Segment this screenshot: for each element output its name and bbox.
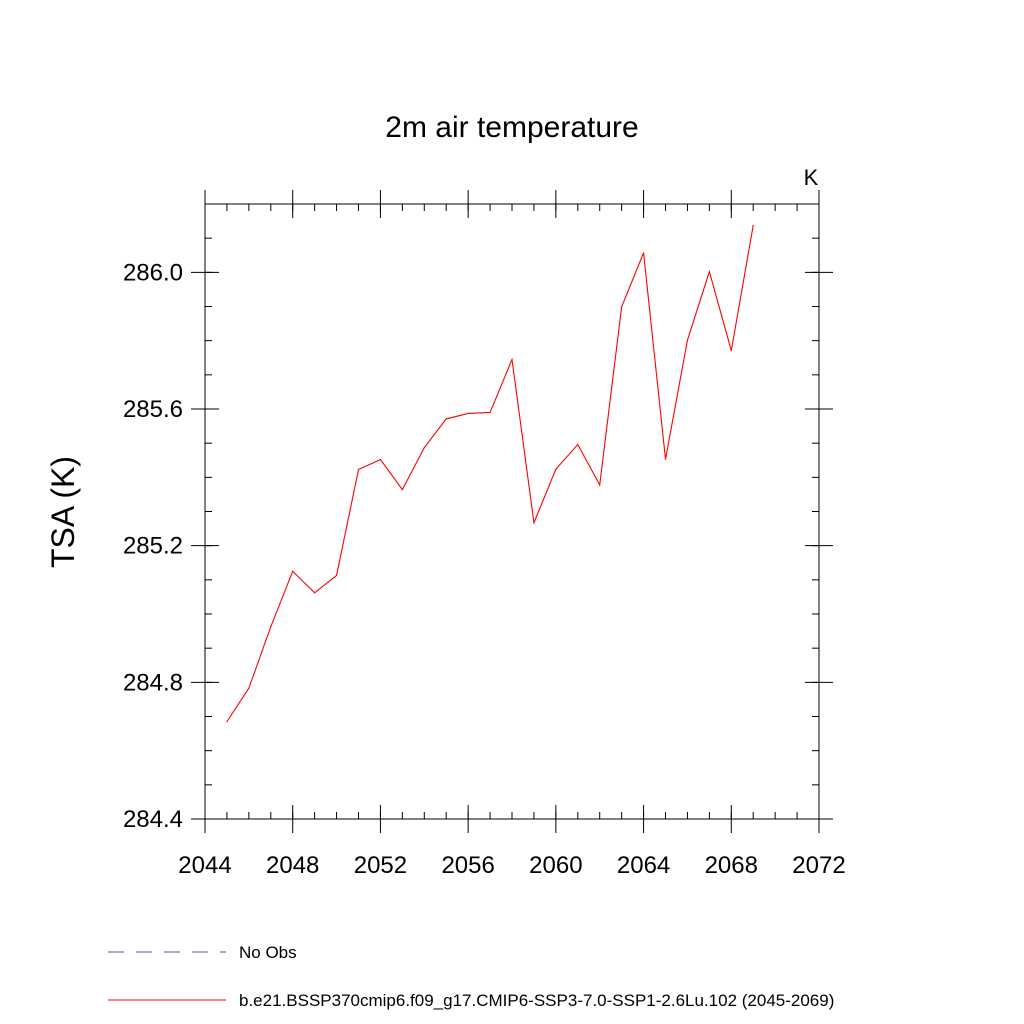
x-tick-label: 2056 — [441, 852, 494, 879]
series-point — [533, 522, 535, 524]
x-tick-label: 2060 — [529, 852, 582, 879]
x-tick-label: 2052 — [354, 852, 407, 879]
legend-label: b.e21.BSSP370cmip6.f09_g17.CMIP6-SSP3-7.… — [239, 991, 834, 1010]
series-point — [357, 468, 360, 471]
x-tick-label: 2064 — [617, 852, 670, 879]
series-point — [445, 418, 447, 420]
series-point — [314, 592, 316, 594]
series-point — [423, 447, 425, 449]
series-point — [248, 687, 250, 689]
y-tick-label: 286.0 — [123, 259, 183, 286]
series-layer — [226, 224, 754, 723]
legend: No Obs b.e21.BSSP370cmip6.f09_g17.CMIP6-S… — [108, 943, 834, 1010]
series-point — [335, 574, 338, 576]
series-line — [226, 225, 754, 722]
plot-frame — [204, 203, 820, 820]
series-point — [752, 224, 754, 227]
y-tick-label: 284.8 — [123, 669, 183, 696]
series-point — [401, 489, 403, 491]
x-tick-label: 2048 — [266, 852, 319, 879]
series-point — [730, 349, 732, 352]
series-point — [621, 306, 623, 308]
chart-title: 2m air temperature — [385, 111, 638, 144]
series-point — [577, 443, 579, 446]
x-tick-label: 2044 — [178, 852, 231, 879]
x-tick-label: 2072 — [792, 852, 845, 879]
legend-label: No Obs — [239, 943, 297, 962]
series-point — [642, 252, 645, 254]
units-label: K — [804, 165, 819, 190]
series-point — [599, 484, 601, 486]
series-point — [489, 411, 491, 414]
series-point — [379, 458, 382, 461]
axis-ticks — [191, 190, 833, 833]
series-point — [511, 358, 513, 361]
series-point — [686, 339, 689, 341]
y-axis-label: TSA (K) — [45, 456, 81, 568]
x-tick-label: 2068 — [705, 852, 758, 879]
series-point — [664, 458, 667, 460]
y-tick-label: 284.4 — [123, 806, 183, 833]
axis-tick-labels: 284.4 284.8 285.2 285.6 286.0 2044 2048 2052 205… — [123, 259, 846, 879]
series-point — [292, 570, 294, 572]
series-point — [226, 721, 228, 723]
y-tick-label: 285.6 — [123, 396, 183, 423]
series-point — [708, 271, 710, 273]
y-tick-label: 285.2 — [123, 533, 183, 560]
series-point — [270, 626, 272, 628]
series-point — [467, 412, 469, 415]
series-point — [555, 468, 557, 470]
